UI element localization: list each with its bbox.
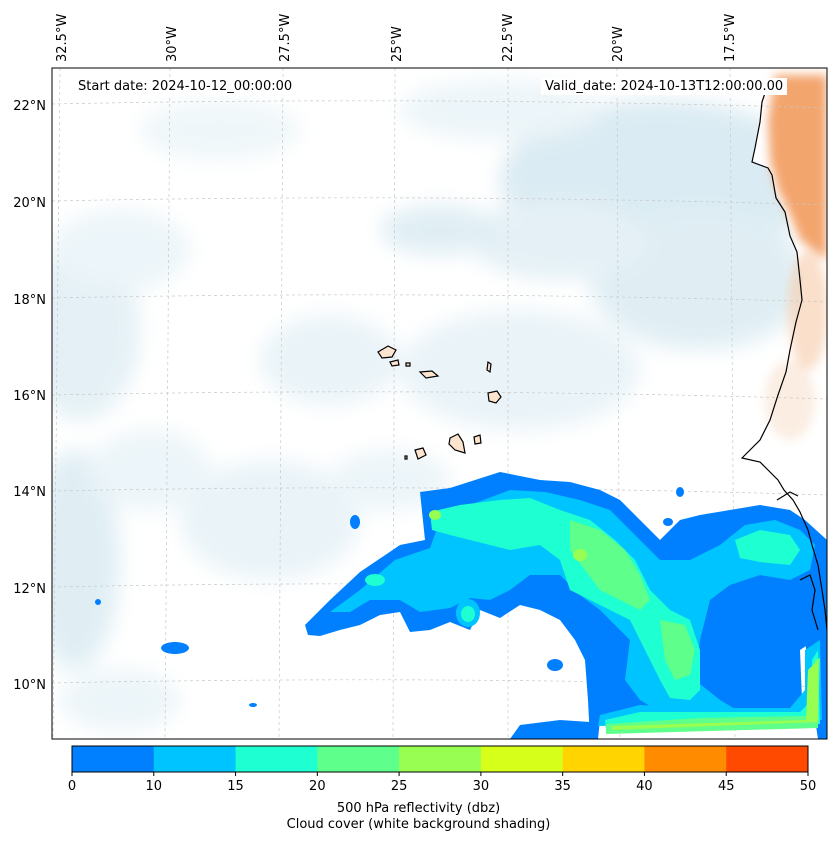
guinea-bissau-border (799, 574, 819, 631)
lat-label: 22°N (13, 99, 46, 114)
colorbar-segment (72, 746, 155, 772)
colorbar-segment (235, 746, 318, 772)
map-frame (51, 67, 828, 740)
colorbar-segment (317, 746, 400, 772)
colorbar-tick-label: 30 (473, 779, 490, 794)
colorbar-tick-label: 10 (146, 779, 163, 794)
cloud-cover-shading (52, 80, 820, 730)
islands (377, 345, 502, 460)
lat-label: 16°N (13, 389, 46, 404)
lon-label: 27.5°W (278, 14, 293, 62)
colorbar-tick-label: 0 (68, 779, 76, 794)
lat-label: 14°N (13, 485, 46, 500)
colorbar-tick-label: 15 (227, 779, 244, 794)
african-coastline (740, 83, 827, 631)
colorbar-tick-label: 45 (718, 779, 735, 794)
lat-label: 12°N (13, 582, 46, 597)
reflectivity-field (95, 472, 827, 739)
lat-label: 20°N (13, 196, 46, 211)
colorbar-label-line1: 500 hPa reflectivity (dbz) (336, 801, 501, 816)
land-heat-shading (765, 75, 827, 440)
colorbar-label-line2: Cloud cover (white background shading) (286, 817, 551, 832)
lon-label: 17.5°W (723, 14, 738, 62)
colorbar-tick-label: 35 (554, 779, 571, 794)
valid-date-label: Valid_date: 2024-10-13T12:00:00.00 (541, 78, 788, 95)
lon-label: 22.5°W (501, 14, 516, 62)
colorbar-label: 500 hPa reflectivity (dbz) Cloud cover (… (0, 801, 837, 833)
lon-label: 20°W (611, 26, 626, 62)
colorbar-segment (562, 746, 645, 772)
longitude-labels: 32.5°W 30°W 27.5°W 25°W 22.5°W 20°W 17.5… (55, 14, 738, 62)
lon-label: 30°W (165, 26, 180, 62)
colorbar-segment (480, 746, 564, 772)
lon-label: 25°W (390, 26, 405, 62)
lat-label: 10°N (13, 678, 46, 693)
gambia-border (776, 491, 799, 501)
colorbar-segment (399, 746, 482, 772)
colorbar-frame (71, 745, 809, 773)
colorbar: 0 10 15 20 25 30 35 40 45 50 (68, 745, 817, 794)
colorbar-tick-label: 50 (800, 779, 817, 794)
colorbar-segment (153, 746, 237, 772)
latitude-labels: 22°N 20°N 18°N 16°N 14°N 12°N 10°N (13, 99, 46, 693)
colorbar-segment (726, 746, 809, 772)
lat-label: 18°N (13, 293, 46, 308)
colorbar-tick-label: 20 (309, 779, 326, 794)
lon-label: 32.5°W (55, 14, 70, 62)
map-area (52, 68, 827, 739)
colorbar-segment (644, 746, 727, 772)
colorbar-tick-label: 25 (391, 779, 408, 794)
start-date-label: Start date: 2024-10-12_00:00:00 (74, 78, 297, 95)
gridlines (52, 68, 827, 739)
colorbar-tick-label: 40 (636, 779, 653, 794)
